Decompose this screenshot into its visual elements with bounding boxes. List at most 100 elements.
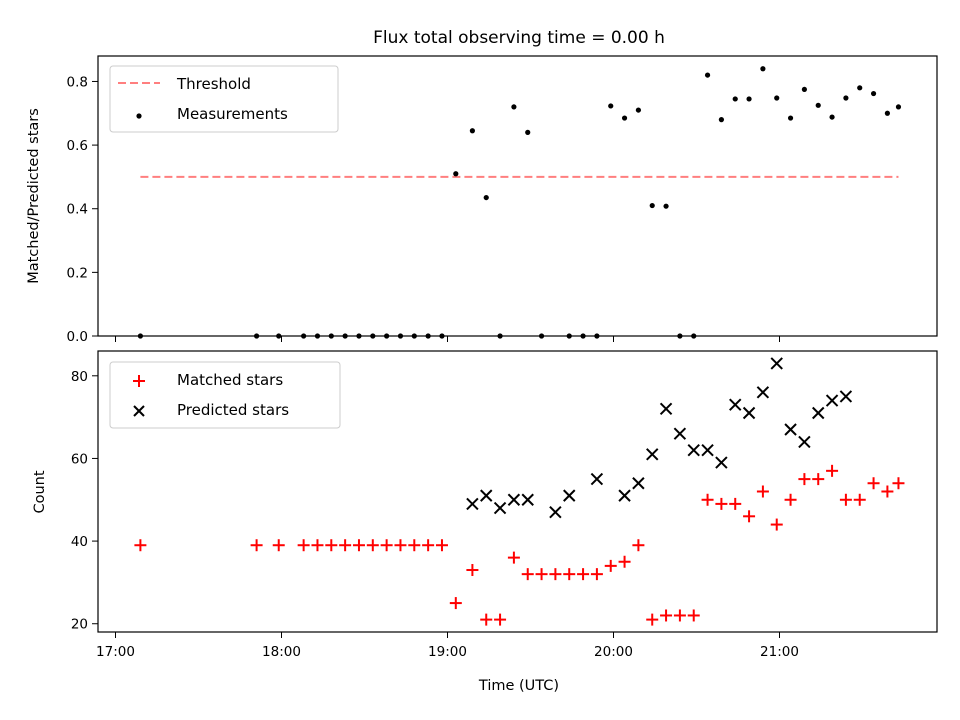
measurement-point	[635, 107, 642, 113]
matched-star-point	[521, 568, 534, 581]
matched-star-point	[272, 539, 285, 552]
predicted-star-point	[687, 443, 700, 457]
measurement-point	[732, 96, 738, 102]
predicted-star-point	[563, 489, 576, 502]
measurement-point	[857, 85, 863, 91]
y-tick-label: 0.6	[67, 138, 88, 154]
predicted-star-point	[673, 427, 687, 440]
measurement-point	[453, 171, 459, 177]
bottom-plot-frame	[97, 350, 938, 633]
predicted-star-point	[466, 497, 479, 511]
predicted-star-point	[742, 406, 756, 420]
y-tick-label: 60	[71, 451, 88, 467]
matched-star-point	[422, 539, 435, 552]
predicted-star-point	[812, 406, 825, 420]
matched-star-point	[867, 477, 880, 490]
y-tick-label: 20	[71, 617, 88, 633]
matched-star-point	[325, 539, 338, 552]
predicted-star-point	[632, 477, 645, 490]
matched-star-point	[812, 473, 825, 486]
matched-star-point	[380, 539, 393, 552]
matched-star-point	[839, 493, 852, 506]
predicted-star-point	[507, 493, 521, 506]
matched-star-point	[352, 539, 365, 552]
y-tick-label: 0.4	[67, 202, 88, 218]
predicted-star-point	[756, 386, 770, 399]
matched-star-point	[604, 559, 617, 572]
bottom-legend-box	[109, 361, 341, 429]
matched-star-point	[339, 539, 352, 552]
matched-star-point	[250, 539, 263, 552]
matched-star-point	[408, 539, 421, 552]
matched-star-point	[784, 493, 797, 506]
chart-title: Flux total observing time = 0.00 h	[373, 28, 665, 48]
matched-star-point	[743, 510, 756, 523]
measurement-point	[774, 95, 780, 101]
predicted-star-point	[701, 443, 714, 457]
measurement-point	[621, 115, 628, 121]
legend-predicted-swatch	[133, 405, 145, 417]
measurement-point	[815, 102, 821, 108]
matched-star-point	[715, 497, 728, 510]
predicted-star-point	[521, 493, 534, 506]
predicted-star-point	[715, 456, 728, 469]
y-tick-label: 0.8	[67, 74, 88, 90]
legend-matched-swatch	[133, 375, 145, 387]
matched-star-point	[701, 493, 714, 506]
predicted-star-point	[480, 489, 493, 502]
measurement-point	[483, 194, 489, 201]
matched-star-point	[449, 597, 462, 610]
x-tick-label: 18:00	[262, 644, 301, 660]
bottom-legend: Matched stars Predicted stars	[109, 361, 341, 429]
measurement-point	[760, 66, 766, 72]
matched-star-point	[756, 485, 769, 498]
matched-star-point	[646, 613, 659, 626]
predicted-star-point	[549, 505, 562, 519]
matched-star-point	[881, 485, 894, 498]
matched-star-point	[311, 539, 324, 552]
measurement-point	[649, 202, 655, 209]
measurement-point	[663, 203, 669, 209]
predicted-star-point	[659, 402, 673, 416]
x-tick-label: 20:00	[594, 644, 633, 660]
legend-threshold-label: Threshold	[176, 75, 251, 93]
legend-measurements-swatch	[136, 113, 142, 119]
matched-star-point	[577, 568, 590, 581]
legend-matched-label: Matched stars	[177, 371, 283, 389]
top-y-axis-label: Matched/Predicted stars	[26, 108, 42, 284]
matched-star-point	[798, 473, 811, 486]
matched-star-point	[618, 555, 631, 568]
top-plot-area: 0.0 0.2 0.4 0.6 0.8	[67, 66, 902, 345]
measurement-point	[884, 110, 891, 116]
matched-star-point	[394, 539, 407, 552]
predicted-star-point	[839, 390, 853, 403]
matched-star-point	[507, 551, 520, 564]
measurement-point	[704, 72, 711, 78]
matched-star-point	[480, 613, 493, 626]
measurement-point	[870, 90, 877, 97]
measurement-point	[843, 95, 849, 101]
matched-star-point	[853, 493, 866, 506]
predicted-star-point	[493, 501, 507, 515]
matched-star-point	[826, 464, 839, 477]
matched-star-point	[466, 564, 479, 577]
measurement-point	[801, 86, 808, 93]
predicted-star-point	[729, 398, 742, 411]
predicted-star-point	[825, 394, 839, 407]
measurement-point	[469, 128, 475, 134]
predicted-star-point	[590, 472, 604, 486]
matched-star-point	[892, 477, 905, 490]
top-plot-frame	[97, 55, 938, 337]
measurement-point	[511, 104, 517, 110]
measurement-point	[525, 129, 531, 135]
matched-star-point	[563, 568, 576, 581]
top-legend: Threshold Measurements	[109, 65, 339, 133]
measurement-point	[746, 96, 752, 102]
predicted-star-point	[646, 448, 659, 461]
matched-star-point	[673, 609, 686, 622]
matched-star-point	[435, 539, 448, 552]
matched-star-point	[549, 568, 562, 581]
matched-star-point	[660, 609, 673, 622]
measurement-point	[829, 114, 835, 120]
